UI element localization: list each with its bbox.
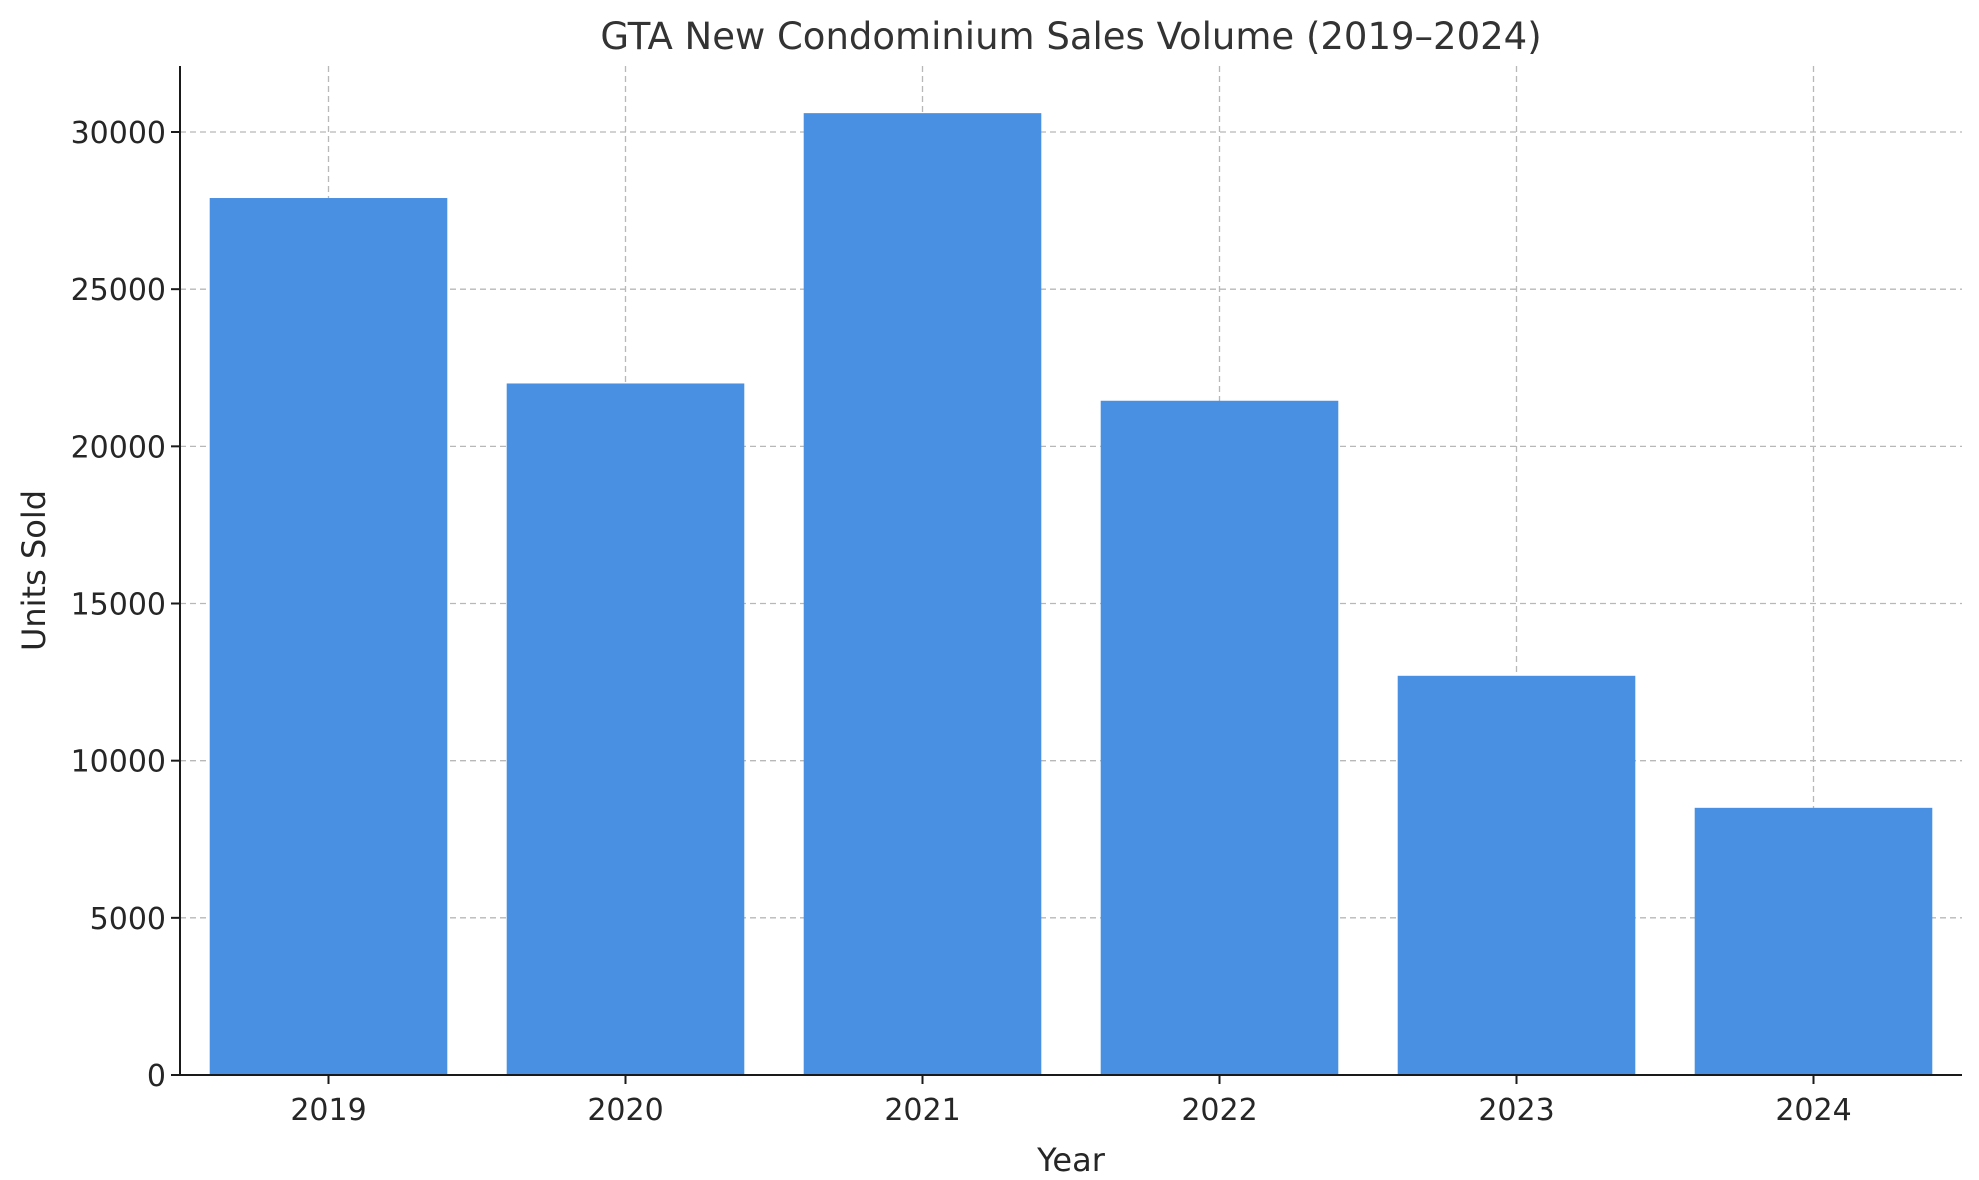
x-tick-label: 2022 bbox=[1181, 1093, 1257, 1128]
axes bbox=[179, 66, 1962, 1076]
chart-title: GTA New Condominium Sales Volume (2019–2… bbox=[600, 15, 1541, 58]
y-tick-label: 10000 bbox=[71, 745, 166, 780]
y-tick-label: 20000 bbox=[71, 430, 166, 465]
bar-2019 bbox=[209, 198, 448, 1076]
y-tick-labels: 0 5000 10000 15000 20000 25000 30000 bbox=[71, 116, 180, 1094]
x-tick-label: 2023 bbox=[1478, 1093, 1554, 1128]
x-tick-labels: 2019 2020 2021 2022 2023 2024 bbox=[290, 1075, 1852, 1128]
x-tick-label: 2021 bbox=[884, 1093, 960, 1128]
bar-2023 bbox=[1397, 675, 1636, 1075]
y-tick-label: 15000 bbox=[71, 588, 166, 623]
bar-2022 bbox=[1100, 400, 1339, 1075]
y-tick-label: 5000 bbox=[90, 902, 166, 937]
x-tick-label: 2024 bbox=[1775, 1093, 1851, 1128]
y-tick-label: 30000 bbox=[71, 116, 166, 151]
y-tick-label: 25000 bbox=[71, 273, 166, 308]
x-tick-label: 2020 bbox=[587, 1093, 663, 1128]
y-axis-title: Units Sold bbox=[15, 490, 53, 651]
bar-2020 bbox=[506, 383, 745, 1075]
bar-2024 bbox=[1694, 807, 1933, 1075]
x-tick-label: 2019 bbox=[290, 1093, 366, 1128]
bar-2021 bbox=[803, 113, 1042, 1075]
y-tick-label: 0 bbox=[147, 1059, 166, 1094]
bars bbox=[209, 113, 1933, 1076]
x-axis-title: Year bbox=[1036, 1141, 1106, 1179]
